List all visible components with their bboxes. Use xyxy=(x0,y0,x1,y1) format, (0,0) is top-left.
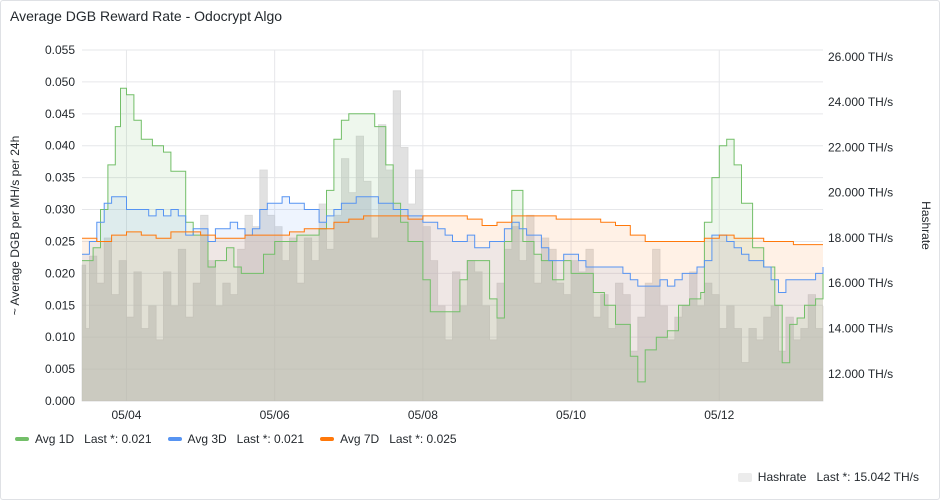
x-tick-label: 05/04 xyxy=(111,408,141,422)
x-tick-label: 05/06 xyxy=(260,408,290,422)
y-right-tick-label: 18.000 TH/s xyxy=(828,231,893,245)
y-left-tick-label: 0.005 xyxy=(45,362,75,376)
y-right-tick-label: 12.000 TH/s xyxy=(828,367,893,381)
y-left-axis-title: ~ Average DGB per MH/s per 24h xyxy=(8,136,22,316)
legend-swatch-hashrate xyxy=(737,472,752,482)
legend-last-hashrate: Last *: 15.042 TH/s xyxy=(816,470,919,484)
y-left-tick-label: 0.035 xyxy=(45,171,75,185)
y-right-tick-label: 20.000 TH/s xyxy=(828,186,893,200)
legend-main: Avg 1D Last *: 0.021 Avg 3D Last *: 0.02… xyxy=(15,432,457,446)
y-right-tick-label: 26.000 TH/s xyxy=(828,50,893,64)
x-tick-label: 05/10 xyxy=(556,408,586,422)
y-right-tick-label: 22.000 TH/s xyxy=(828,140,893,154)
series-area-avg-1d xyxy=(82,88,823,402)
y-left-tick-label: 0.030 xyxy=(45,203,75,217)
y-left-tick-label: 0.040 xyxy=(45,139,75,153)
y-right-axis-title: Hashrate xyxy=(919,201,933,250)
y-left-tick-label: 0.045 xyxy=(45,107,75,121)
legend-item-hashrate[interactable]: Hashrate Last *: 15.042 TH/s xyxy=(737,470,919,484)
series-line-avg-7d xyxy=(82,215,823,246)
y-right-tick-label: 16.000 TH/s xyxy=(828,276,893,290)
legend-swatch-avg-7d xyxy=(320,437,335,441)
y-right-tick-label: 14.000 TH/s xyxy=(828,322,893,336)
legend-item-avg-1d[interactable]: Avg 1D Last *: 0.021 xyxy=(15,432,152,446)
series-area-avg-3d xyxy=(82,196,823,401)
legend-last-avg-3d: Last *: 0.021 xyxy=(236,432,305,446)
hashrate-area xyxy=(81,90,824,402)
y-left-tick-label: 0.025 xyxy=(45,234,75,248)
y-left-tick-label: 0.055 xyxy=(45,43,75,57)
legend-name-avg-1d: Avg 1D xyxy=(35,432,75,446)
legend-name-hashrate: Hashrate xyxy=(757,470,807,484)
y-left-tick-label: 0.000 xyxy=(45,394,75,408)
series-area-avg-7d xyxy=(82,215,823,401)
legend-swatch-avg-3d xyxy=(167,437,182,441)
y-left-tick-label: 0.015 xyxy=(45,298,75,312)
x-tick-label: 05/12 xyxy=(704,408,734,422)
legend-item-avg-3d[interactable]: Avg 3D Last *: 0.021 xyxy=(167,432,305,446)
legend-last-avg-1d: Last *: 0.021 xyxy=(84,432,152,446)
series-line-avg-3d xyxy=(82,196,824,293)
legend-last-avg-7d: Last *: 0.025 xyxy=(389,432,457,446)
series-line-avg-1d xyxy=(82,87,824,383)
y-left-tick-label: 0.020 xyxy=(45,266,75,280)
legend-swatch-avg-1d xyxy=(15,437,29,441)
y-left-tick-label: 0.010 xyxy=(45,330,75,344)
y-right-tick-label: 24.000 TH/s xyxy=(828,95,893,109)
legend-name-avg-7d: Avg 7D xyxy=(340,432,380,446)
panel-title[interactable]: Average DGB Reward Rate - Odocrypt Algo xyxy=(10,8,283,24)
legend-right: Hashrate Last *: 15.042 TH/s xyxy=(737,470,919,484)
x-tick-label: 05/08 xyxy=(408,408,438,422)
y-left-tick-label: 0.050 xyxy=(45,75,75,89)
legend-name-avg-3d: Avg 3D xyxy=(187,432,227,446)
legend-item-avg-7d[interactable]: Avg 7D Last *: 0.025 xyxy=(320,432,457,446)
